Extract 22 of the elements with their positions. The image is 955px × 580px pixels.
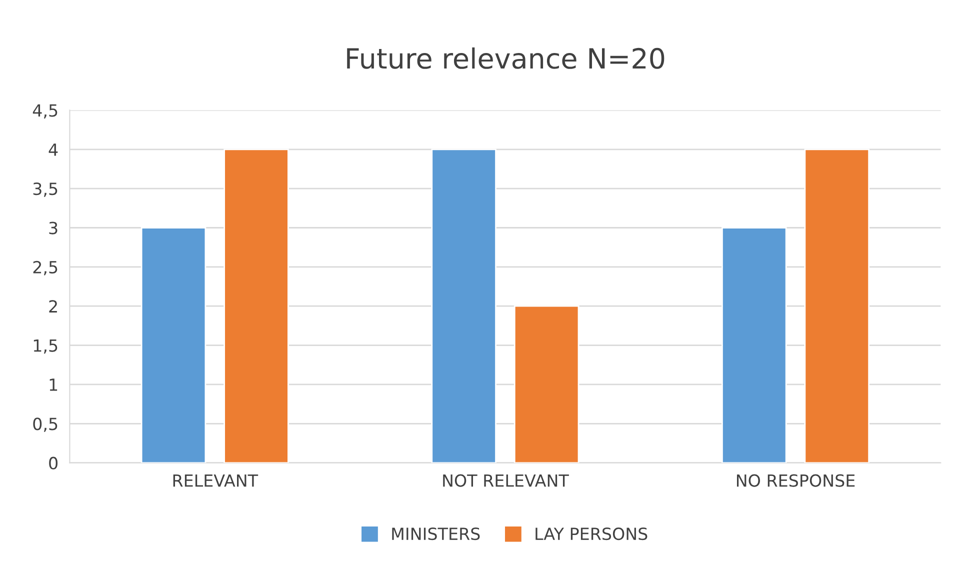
bar	[224, 148, 289, 463]
x-tick-label: RELEVANT	[173, 474, 258, 487]
bar	[804, 148, 870, 463]
x-tick-label: NO RESPONSE	[736, 474, 855, 487]
bar	[722, 227, 787, 463]
x-tick-label: NOT RELEVANT	[443, 474, 569, 487]
y-tick-label: 1,5	[34, 339, 58, 354]
y-tick-label: 0	[49, 456, 58, 470]
legend-label: LAY PERSONS	[536, 528, 648, 540]
legend-label: MINISTERS	[392, 528, 480, 540]
bar	[140, 227, 206, 463]
y-tick-label: 4,5	[32, 104, 58, 118]
y-tick-label: 1	[50, 378, 58, 391]
y-tick-label: 3	[49, 222, 58, 234]
y-tick-label: 2,5	[33, 260, 58, 276]
bar	[431, 148, 496, 463]
y-tick-label: 4	[48, 144, 58, 156]
chart-title: Future relevance N=20	[347, 47, 664, 69]
bar	[514, 305, 580, 463]
y-tick-label: 0,5	[33, 418, 58, 432]
y-tick-label: 3,5	[33, 182, 58, 197]
y-tick-label: 2	[49, 300, 57, 312]
